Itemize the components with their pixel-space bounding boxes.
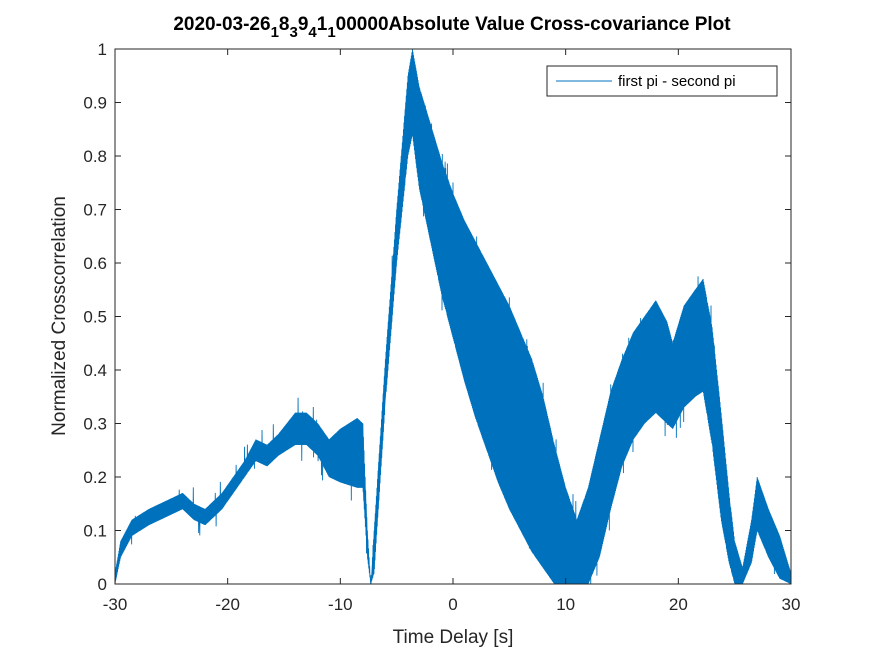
x-axis-ticks: -30 -20 -10 0 10 20 30 — [103, 49, 801, 614]
y-tick-label: 0.2 — [83, 468, 107, 487]
y-tick-label: 0.5 — [83, 308, 107, 327]
y-axis-ticks: 0 0.1 0.2 0.3 0.4 0.5 0.6 0.7 0.8 0.9 1 — [83, 40, 791, 594]
title-part: 00000Absolute Value Cross-covariance Plo… — [336, 14, 732, 35]
y-tick-label: 0.7 — [83, 201, 107, 220]
legend-entry-label: first pi - second pi — [618, 73, 736, 90]
title-subscript: 1 — [271, 24, 279, 41]
title-part: 2020-03-26 — [173, 14, 270, 35]
title-part: 1 — [317, 14, 328, 35]
y-tick-label: 0 — [98, 575, 107, 594]
x-tick-label: -10 — [328, 595, 353, 614]
y-tick-label: 0.9 — [83, 94, 107, 113]
title-subscript: 4 — [308, 24, 317, 41]
y-tick-label: 0.4 — [83, 361, 107, 380]
title-subscript: 3 — [289, 24, 297, 41]
x-tick-label: 30 — [782, 595, 801, 614]
legend: first pi - second pi — [546, 65, 778, 97]
series-line-0 — [114, 48, 792, 585]
chart-title: 2020-03-26183941100000Absolute Value Cro… — [173, 14, 731, 41]
y-tick-label: 0.6 — [83, 254, 107, 273]
title-subscript: 1 — [327, 24, 335, 41]
x-axis-label: Time Delay [s] — [393, 627, 514, 648]
x-tick-label: 20 — [669, 595, 688, 614]
x-tick-label: -30 — [103, 595, 128, 614]
y-tick-label: 0.1 — [83, 522, 107, 541]
y-tick-label: 0.3 — [83, 415, 107, 434]
y-axis-label: Normalized Crosscorrelation — [49, 196, 70, 436]
y-tick-label: 0.8 — [83, 147, 107, 166]
title-part: 8 — [279, 14, 290, 35]
y-tick-label: 1 — [98, 40, 107, 59]
x-tick-label: -20 — [215, 595, 240, 614]
data-layer — [114, 48, 792, 585]
title-part: 9 — [298, 14, 309, 35]
x-tick-label: 10 — [556, 595, 575, 614]
x-tick-label: 0 — [448, 595, 457, 614]
